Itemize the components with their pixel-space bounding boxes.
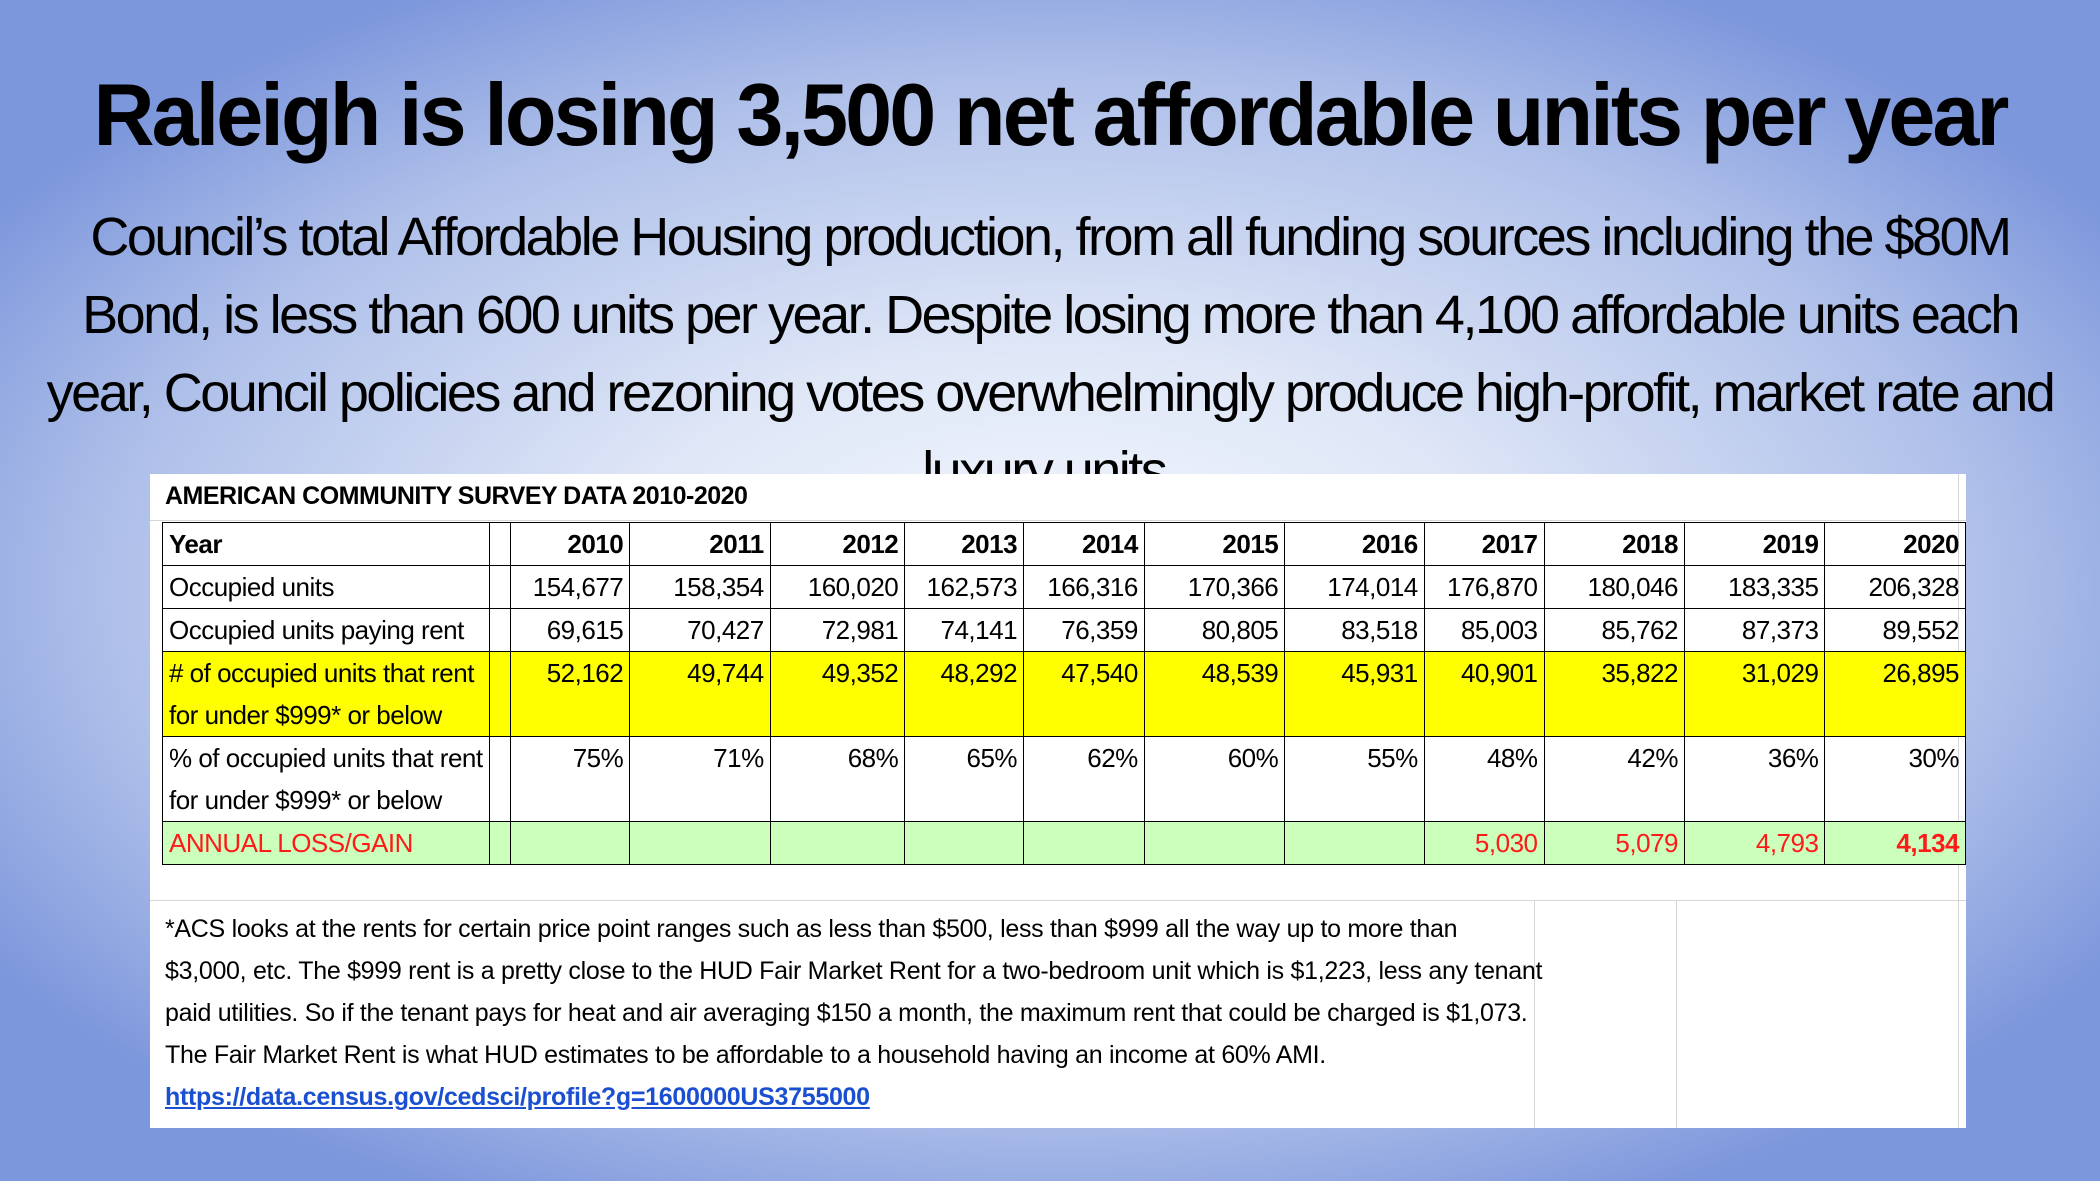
year-cell: 2014 [1023,522,1145,566]
table-cell: 36% [1683,736,1826,822]
table-cell: 65% [904,736,1025,822]
table-cell [510,821,631,865]
year-cell: 2011 [629,522,771,566]
table-cell [769,821,906,865]
table-cell: 45,931 [1284,651,1425,737]
year-cell: 2012 [769,522,906,566]
table-cell: 4,134 [1824,821,1966,865]
table-cell: 49,744 [629,651,771,737]
row-label-line: for under $999* or below [169,785,442,815]
slide-title: Raleigh is losing 3,500 net affordable u… [93,65,2009,164]
table-cell: 206,328 [1824,565,1966,609]
table-cell: 85,003 [1423,608,1545,652]
row-label: Occupied units paying rent [162,608,490,652]
year-cell: 2019 [1683,522,1826,566]
table-cell: 89,552 [1824,608,1966,652]
table-cell: 174,014 [1284,565,1425,609]
spacer-cell [488,608,512,652]
table-row: % of occupied units that rent for under $… [162,736,1966,822]
footnote-text: *ACS looks at the rents for certain pric… [165,915,1543,1069]
gridline [150,900,1966,901]
gridline [1676,900,1677,1128]
year-cell: 2018 [1543,522,1685,566]
table-cell [1284,821,1425,865]
table-cell: 26,895 [1824,651,1966,737]
table-row: Occupied units 154,677 158,354 160,020 1… [162,565,1966,609]
slide-subtitle: Council’s total Affordable Housing produ… [46,207,2056,501]
spacer-cell [488,522,512,566]
table-cell: 47,540 [1023,651,1145,737]
table-row: Occupied units paying rent 69,615 70,427… [162,608,1966,652]
table-cell: 160,020 [769,565,906,609]
table-cell: 166,316 [1023,565,1145,609]
table-cell: 176,870 [1423,565,1545,609]
table-cell [1143,821,1286,865]
table-cell: 83,518 [1284,608,1425,652]
table-cell: 154,677 [510,565,631,609]
year-cell: 2010 [510,522,631,566]
table-cell: 5,030 [1423,821,1545,865]
table-cell: 87,373 [1683,608,1826,652]
census-source-link[interactable]: https://data.census.gov/cedsci/profile?g… [165,1083,870,1111]
row-label-line: # of occupied units that rent [169,658,474,688]
spreadsheet: AMERICAN COMMUNITY SURVEY DATA 2010-2020… [150,474,1966,1128]
spacer-cell [488,651,512,737]
acs-data-table: Year 2010 2011 2012 2013 2014 2015 2016 … [162,522,1966,865]
table-cell [629,821,771,865]
table-cell: 70,427 [629,608,771,652]
table-cell: 42% [1543,736,1685,822]
table-cell: 75% [510,736,631,822]
survey-title: AMERICAN COMMUNITY SURVEY DATA 2010-2020 [165,482,748,510]
table-cell: 31,029 [1683,651,1826,737]
table-cell: 48,292 [904,651,1025,737]
table-cell: 170,366 [1143,565,1286,609]
gridline [1534,900,1535,1128]
row-label: Occupied units [162,565,490,609]
table-cell: 162,573 [904,565,1025,609]
table-cell: 35,822 [1543,651,1685,737]
table-cell: 48% [1423,736,1545,822]
table-cell: 40,901 [1423,651,1545,737]
row-label: % of occupied units that rent for under $… [162,736,490,822]
row-label: # of occupied units that rent for under $… [162,651,490,737]
table-cell: 55% [1284,736,1425,822]
table-cell: 74,141 [904,608,1025,652]
table-cell: 158,354 [629,565,771,609]
table-row-annual-loss: ANNUAL LOSS/GAIN 5,030 5,079 4,793 4,134 [162,821,1966,865]
year-cell: 2016 [1284,522,1425,566]
table-cell: 4,793 [1683,821,1826,865]
spacer-cell [488,736,512,822]
table-cell: 62% [1023,736,1145,822]
gridline [150,520,1966,521]
table-cell: 60% [1143,736,1286,822]
table-cell [1023,821,1145,865]
table-cell: 69,615 [510,608,631,652]
table-cell: 85,762 [1543,608,1685,652]
table-cell: 180,046 [1543,565,1685,609]
year-cell: 2013 [904,522,1025,566]
table-cell: 30% [1824,736,1966,822]
table-cell: 68% [769,736,906,822]
year-header: Year [162,522,490,566]
table-cell: 52,162 [510,651,631,737]
table-row-highlighted: # of occupied units that rent for under $… [162,651,1966,737]
table-cell [904,821,1025,865]
table-cell: 72,981 [769,608,906,652]
table-cell: 49,352 [769,651,906,737]
table-cell: 183,335 [1683,565,1826,609]
table-header-row: Year 2010 2011 2012 2013 2014 2015 2016 … [162,522,1966,566]
row-label-line: for under $999* or below [169,700,442,730]
spacer-cell [488,821,512,865]
year-cell: 2020 [1824,522,1966,566]
year-cell: 2015 [1143,522,1286,566]
table-cell: 5,079 [1543,821,1685,865]
row-label: ANNUAL LOSS/GAIN [162,821,490,865]
table-cell: 76,359 [1023,608,1145,652]
table-cell: 71% [629,736,771,822]
row-label-line: % of occupied units that rent [169,743,483,773]
year-cell: 2017 [1423,522,1545,566]
table-cell: 80,805 [1143,608,1286,652]
spacer-cell [488,565,512,609]
table-cell: 48,539 [1143,651,1286,737]
